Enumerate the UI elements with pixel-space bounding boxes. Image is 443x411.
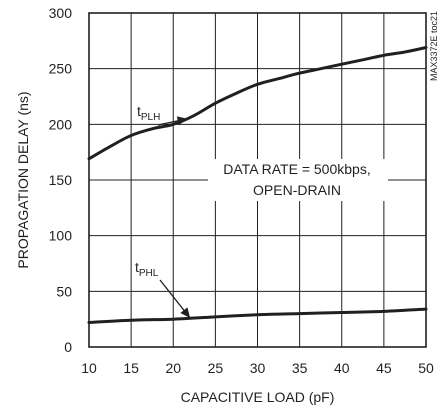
- y-tick-label: 300: [49, 5, 73, 21]
- x-tick-label: 45: [376, 360, 392, 376]
- annotation-background: [208, 159, 388, 201]
- x-tick-label: 20: [165, 360, 181, 376]
- series-line-phl: [87, 307, 428, 324]
- y-tick-label: 50: [56, 283, 72, 299]
- series-lines: [87, 46, 428, 324]
- x-tick-label: 25: [208, 360, 224, 376]
- series-label-plh: tPLH: [137, 103, 160, 123]
- series-labels: tPLH tPHL: [135, 103, 191, 319]
- series-line-plh: [87, 46, 428, 161]
- annotation-data-rate: DATA RATE = 500kbps,: [223, 161, 370, 177]
- y-tick-labels: 0 50 100 150 200 250 300: [49, 5, 73, 355]
- x-tick-label: 15: [123, 360, 139, 376]
- x-tick-label: 40: [334, 360, 350, 376]
- y-tick-label: 0: [64, 339, 72, 355]
- annotation-open-drain: OPEN-DRAIN: [253, 182, 341, 198]
- figure-code: MAX3372E toc21: [429, 11, 439, 81]
- x-tick-labels: 10 15 20 25 30 35 40 45 50: [81, 360, 434, 376]
- arrow-head-plh: [176, 116, 188, 126]
- y-tick-label: 150: [49, 172, 73, 188]
- arrow-head-phl: [180, 307, 191, 319]
- y-axis-title: PROPAGATION DELAY (ns): [15, 91, 31, 268]
- x-tick-label: 30: [250, 360, 266, 376]
- series-label-phl: tPHL: [135, 259, 159, 279]
- x-axis-title: CAPACITIVE LOAD (pF): [181, 389, 335, 405]
- x-tick-label: 50: [418, 360, 434, 376]
- y-tick-label: 250: [49, 61, 73, 77]
- y-tick-label: 100: [49, 228, 73, 244]
- y-tick-label: 200: [49, 116, 73, 132]
- x-tick-label: 10: [81, 360, 97, 376]
- plot-frame: [88, 12, 427, 348]
- x-tick-label: 35: [292, 360, 308, 376]
